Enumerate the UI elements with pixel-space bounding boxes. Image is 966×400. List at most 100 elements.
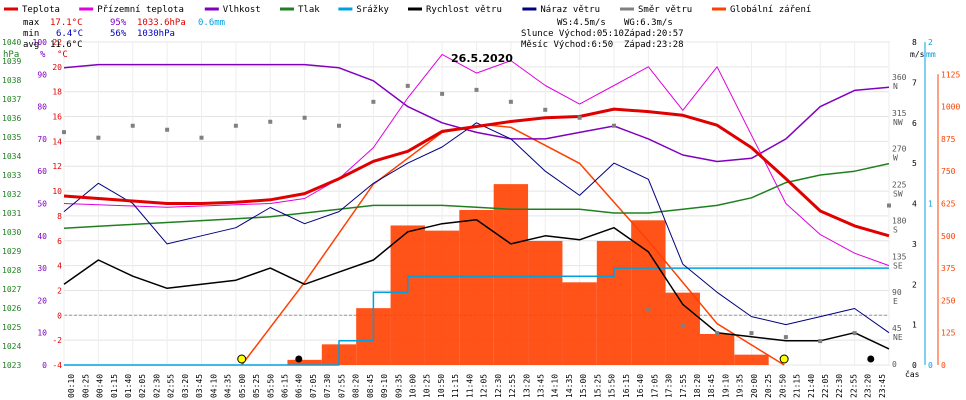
tick-time: 05:25 (252, 374, 261, 398)
wind-direction-point (577, 115, 582, 120)
wind-direction-point (646, 307, 651, 312)
tick-time: 22:05 (821, 374, 830, 398)
tick-hpa: 1035 (2, 133, 21, 142)
series-line-p-zemn-teplota (63, 53, 890, 267)
stat-min-hum: 56% (110, 29, 127, 39)
sun-marker (779, 354, 789, 364)
wind-direction-point (62, 130, 66, 135)
tick-time: 19:35 (736, 374, 745, 398)
wind-direction-point (783, 335, 788, 340)
tick-time: 21:40 (807, 374, 816, 398)
tick-ms: 0 (912, 361, 917, 370)
tick-humidity: 10 (37, 329, 47, 338)
wind-direction-point (130, 123, 135, 128)
tick-hpa: 1040 (2, 38, 21, 47)
radiation-bar (734, 354, 769, 365)
stat-sun: Slunce Východ:05:10 (521, 29, 624, 39)
tick-direction: 360 (892, 73, 907, 82)
tick-wm: 875 (941, 135, 956, 144)
tick-time: 21:15 (793, 374, 802, 398)
tick-time: 15:00 (579, 374, 588, 398)
axes: hPa% °C1040103910381037103610351034103310… (2, 38, 960, 398)
legend-label: Teplota (22, 5, 60, 15)
tick-time: 12:30 (494, 374, 503, 398)
tick-time: 11:40 (465, 374, 474, 398)
tick-mm: 2 (928, 38, 933, 47)
tick-hpa: 1037 (2, 95, 21, 104)
tick-direction: 270 (892, 145, 907, 154)
tick-direction: 45 (892, 324, 902, 333)
tick-time: 07:05 (309, 374, 318, 398)
tick-time: 08:20 (352, 374, 361, 398)
tick-humidity: 30 (37, 264, 47, 273)
series-line-tlak (63, 162, 890, 229)
tick-ms: 1 (912, 321, 917, 330)
legend-label: Vlhkost (223, 5, 261, 15)
tick-direction-label: NW (893, 118, 903, 127)
tick-time: 01:15 (110, 374, 119, 398)
tick-time: 15:50 (608, 374, 617, 398)
tick-temp: 8 (57, 212, 62, 221)
tick-hpa: 1033 (2, 171, 21, 180)
series-line-vlhkost (63, 63, 890, 163)
tick-time: 17:55 (679, 374, 688, 398)
tick-humidity: 90 (37, 70, 47, 79)
wind-direction-point (543, 107, 548, 112)
tick-time: 14:10 (551, 374, 560, 398)
stat-max-temp: 17.1°C (50, 18, 83, 28)
chart-title: 26.5.2020 (451, 52, 513, 65)
tick-hpa: 1030 (2, 228, 21, 237)
tick-wm: 1000 (941, 103, 960, 112)
wind-direction-point (337, 123, 341, 128)
stat-wg: WG:6.3m/s (624, 18, 673, 28)
tick-temp: -4 (52, 361, 62, 370)
tick-time: 22:55 (849, 374, 858, 398)
tick-time: 18:45 (707, 374, 716, 398)
axis-title-humidity: % (40, 50, 46, 60)
tick-direction-label: E (893, 297, 898, 306)
tick-time: 01:40 (124, 374, 133, 398)
tick-time: 15:25 (593, 374, 602, 398)
tick-time: 04:10 (209, 374, 218, 398)
tick-wm: 0 (941, 361, 946, 370)
stat-ws: WS:4.5m/s (557, 18, 606, 28)
tick-temp: 6 (57, 237, 62, 246)
wind-direction-point (852, 331, 857, 336)
tick-time: 09:10 (380, 374, 389, 398)
legend-label: Tlak (298, 5, 320, 15)
tick-time: 20:50 (778, 374, 787, 398)
tick-time: 13:20 (522, 374, 531, 398)
tick-hpa: 1031 (2, 209, 21, 218)
legend: Teplota Přízemní teplota Vlhkost Tlak Srážky… (4, 5, 811, 15)
tick-time: 13:45 (537, 374, 546, 398)
tick-time: 19:10 (721, 374, 730, 398)
tick-hpa: 1032 (2, 190, 21, 199)
tick-time: 20:25 (764, 374, 773, 398)
axis-title-mm: mm (926, 50, 936, 59)
tick-hpa: 1026 (2, 304, 21, 313)
tick-time: 10:25 (423, 374, 432, 398)
tick-time: 03:20 (181, 374, 190, 398)
series-line-n-raz-v-tru (63, 122, 890, 334)
stat-min-temp: 6.4°C (56, 29, 83, 39)
radiation-bar (459, 209, 494, 365)
tick-hpa: 1025 (2, 323, 21, 332)
tick-ms: 6 (912, 119, 917, 128)
legend-label: Náraz větru (540, 5, 600, 15)
tick-temp: 4 (57, 262, 62, 271)
tick-ms: 3 (912, 240, 917, 249)
tick-time: 23:20 (864, 374, 873, 398)
tick-hpa: 1036 (2, 114, 21, 123)
tick-direction-label: NE (893, 333, 903, 342)
tick-hpa: 1028 (2, 266, 21, 275)
stat-avg-temp: 11.6°C (50, 40, 83, 50)
tick-direction: 0 (892, 360, 897, 369)
radiation-bar (562, 282, 597, 365)
tick-wm: 125 (941, 329, 956, 338)
tick-temp: 12 (52, 162, 62, 171)
wind-direction-point (440, 91, 445, 96)
radiation-clear-sky-line (241, 123, 785, 366)
tick-time: 07:30 (323, 374, 332, 398)
wind-direction-point (680, 323, 685, 328)
